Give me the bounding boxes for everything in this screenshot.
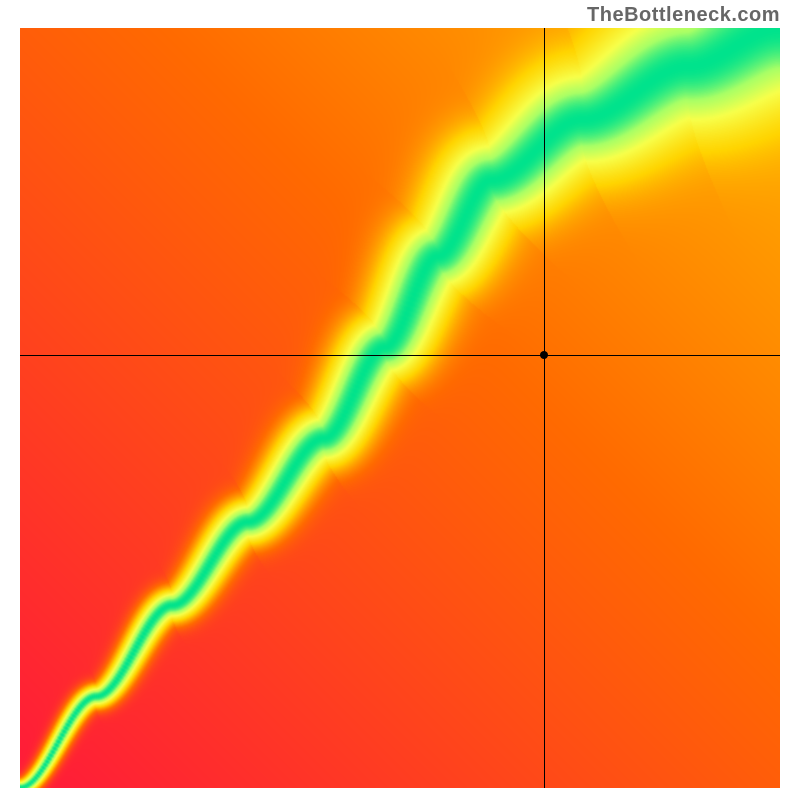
selected-point-marker xyxy=(540,351,548,359)
watermark: TheBottleneck.com xyxy=(587,4,780,27)
crosshair-vertical xyxy=(544,28,545,788)
heatmap-canvas xyxy=(20,28,780,788)
bottleneck-heatmap xyxy=(20,28,780,788)
crosshair-horizontal xyxy=(20,355,780,356)
